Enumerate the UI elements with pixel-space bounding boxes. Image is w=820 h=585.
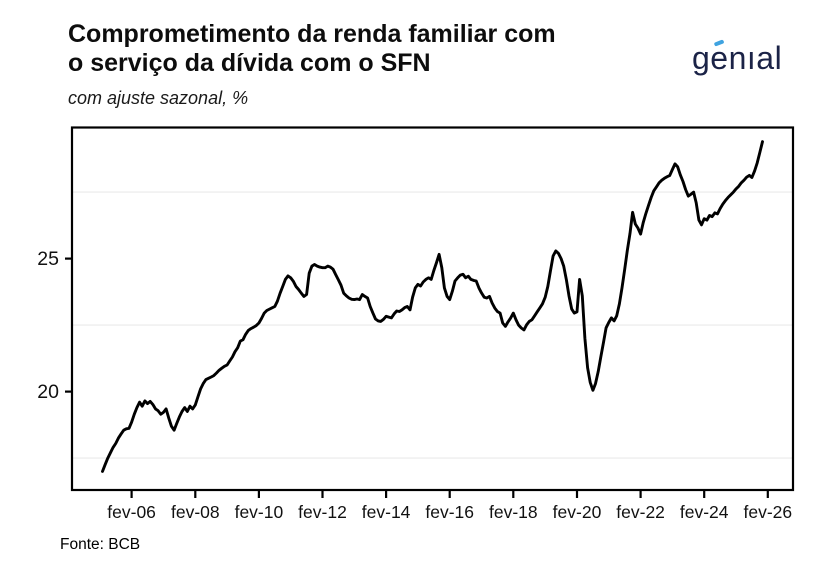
x-axis-label: fev-08 (171, 502, 220, 522)
y-axis-label: 20 (37, 381, 59, 403)
logo-letters-rest: nıal (728, 40, 783, 76)
x-axis-label: fev-16 (425, 502, 474, 522)
x-axis-label: fev-12 (298, 502, 347, 522)
chart-title-line2: o serviço da dívida com o SFN (68, 49, 431, 77)
chart-title: Comprometimento da renda familiar com o … (68, 20, 556, 78)
x-axis-label: fev-06 (107, 502, 156, 522)
logo-letter-e: e (710, 40, 729, 76)
plot-border (70, 126, 795, 492)
data-series-line (101, 140, 764, 473)
source-note: Fonte: BCB (60, 536, 141, 553)
x-axis-label: fev-20 (553, 502, 602, 522)
genial-logo: g enıal (692, 39, 783, 77)
x-axis-label: fev-26 (743, 502, 792, 522)
logo-letter-g: g (692, 40, 711, 76)
chart-subtitle: com ajuste sazonal, % (68, 88, 249, 108)
x-axis-label: fev-14 (362, 502, 411, 522)
y-axis-label: 25 (37, 248, 59, 270)
x-axis-label: fev-24 (680, 502, 729, 522)
x-axis-label: fev-10 (235, 502, 284, 522)
x-axis-label: fev-22 (616, 502, 665, 522)
chart-title-line1: Comprometimento da renda familiar com (68, 20, 556, 48)
x-axis-label: fev-18 (489, 502, 538, 522)
